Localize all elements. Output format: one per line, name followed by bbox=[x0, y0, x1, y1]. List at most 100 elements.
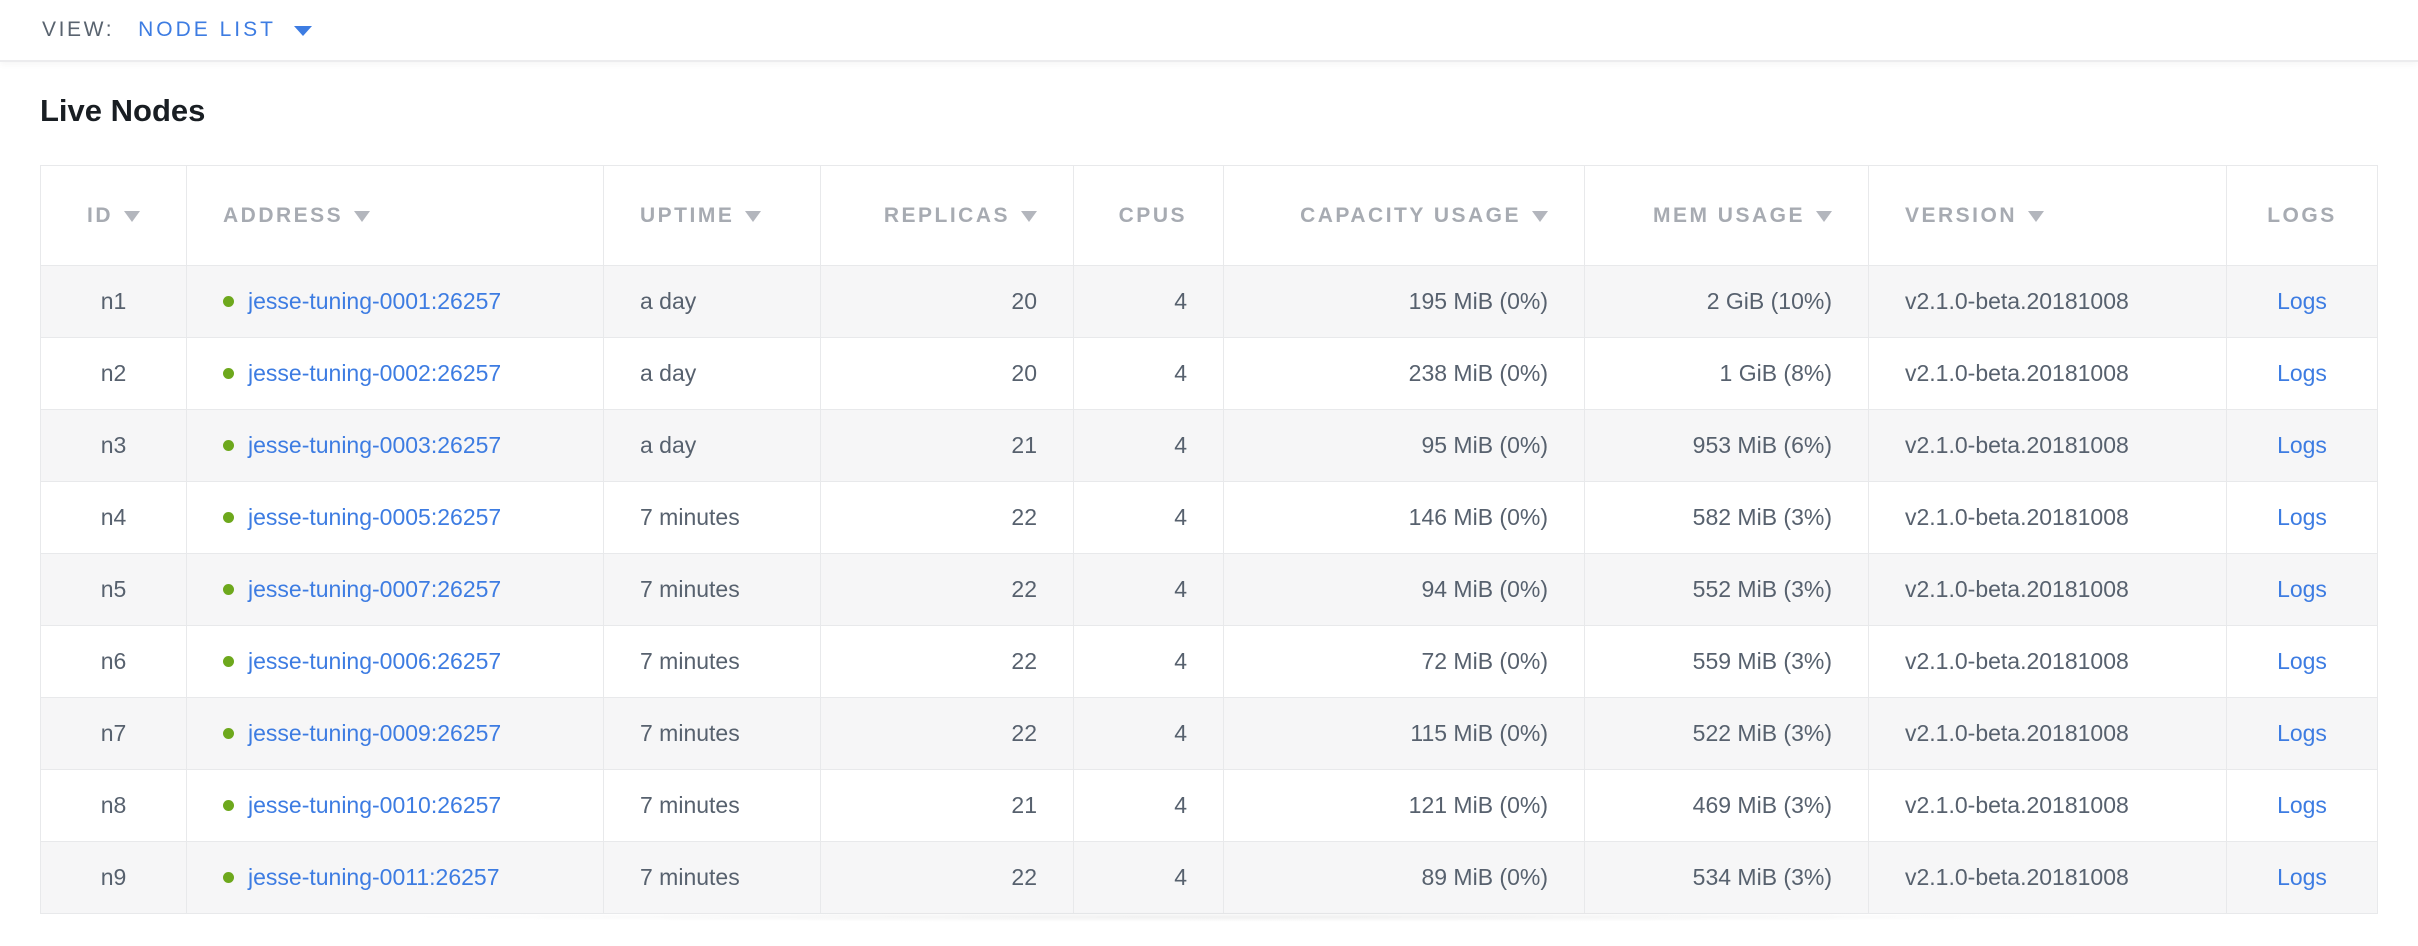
view-label: VIEW: bbox=[42, 18, 115, 41]
column-header-replicas[interactable]: REPLICAS bbox=[820, 165, 1074, 266]
version-cell: v2.1.0-beta.20181008 bbox=[1868, 841, 2227, 914]
logs-link[interactable]: Logs bbox=[2277, 504, 2327, 530]
uptime-cell: 7 minutes bbox=[603, 697, 821, 770]
logs-cell: Logs bbox=[2226, 409, 2378, 482]
node-live-status-icon bbox=[223, 800, 234, 811]
sort-arrow-icon bbox=[1532, 210, 1548, 222]
sort-arrow-icon bbox=[2028, 210, 2045, 222]
node-address-link[interactable]: jesse-tuning-0010:26257 bbox=[248, 792, 502, 818]
page-title: Live Nodes bbox=[40, 93, 206, 128]
capacity-usage-cell: 115 MiB (0%) bbox=[1223, 697, 1585, 770]
node-id-cell: n6 bbox=[40, 625, 187, 698]
version-cell: v2.1.0-beta.20181008 bbox=[1868, 553, 2227, 626]
column-header-mem-usage[interactable]: MEM USAGE bbox=[1584, 165, 1869, 266]
table-row: n4 jesse-tuning-0005:26257 7 minutes 22 … bbox=[40, 481, 2378, 554]
node-live-status-icon bbox=[223, 512, 234, 523]
mem-usage-cell: 1 GiB (8%) bbox=[1584, 337, 1869, 410]
node-address-cell: jesse-tuning-0006:26257 bbox=[186, 625, 604, 698]
cpus-cell: 4 bbox=[1073, 625, 1224, 698]
mem-usage-cell: 522 MiB (3%) bbox=[1584, 697, 1869, 770]
node-id-cell: n2 bbox=[40, 337, 187, 410]
main-content: Live Nodes ID ADDRESS UPTIME REPLICAS CP… bbox=[0, 92, 2418, 922]
replicas-cell: 22 bbox=[820, 625, 1074, 698]
table-row: n1 jesse-tuning-0001:26257 a day 20 4 19… bbox=[40, 265, 2378, 338]
column-header-cpus: CPUS bbox=[1073, 165, 1224, 266]
version-cell: v2.1.0-beta.20181008 bbox=[1868, 481, 2227, 554]
node-address-cell: jesse-tuning-0002:26257 bbox=[186, 337, 604, 410]
node-address-link[interactable]: jesse-tuning-0001:26257 bbox=[248, 288, 502, 314]
logs-link[interactable]: Logs bbox=[2277, 576, 2327, 602]
column-header-address[interactable]: ADDRESS bbox=[186, 165, 604, 266]
node-id-cell: n9 bbox=[40, 841, 187, 914]
uptime-cell: a day bbox=[603, 409, 821, 482]
replicas-cell: 22 bbox=[820, 553, 1074, 626]
table-row: n3 jesse-tuning-0003:26257 a day 21 4 95… bbox=[40, 409, 2378, 482]
mem-usage-cell: 469 MiB (3%) bbox=[1584, 769, 1869, 842]
logs-cell: Logs bbox=[2226, 337, 2378, 410]
uptime-cell: 7 minutes bbox=[603, 553, 821, 626]
uptime-cell: a day bbox=[603, 265, 821, 338]
column-header-logs: LOGS bbox=[2226, 165, 2378, 266]
view-dropdown[interactable]: NODE LIST bbox=[138, 18, 312, 42]
mem-usage-cell: 582 MiB (3%) bbox=[1584, 481, 1869, 554]
node-address-link[interactable]: jesse-tuning-0011:26257 bbox=[248, 864, 500, 890]
cpus-cell: 4 bbox=[1073, 409, 1224, 482]
table-row: n8 jesse-tuning-0010:26257 7 minutes 21 … bbox=[40, 769, 2378, 842]
logs-cell: Logs bbox=[2226, 841, 2378, 914]
table-row: n6 jesse-tuning-0006:26257 7 minutes 22 … bbox=[40, 625, 2378, 698]
column-header-capacity-usage[interactable]: CAPACITY USAGE bbox=[1223, 165, 1585, 266]
node-live-status-icon bbox=[223, 368, 234, 379]
version-cell: v2.1.0-beta.20181008 bbox=[1868, 697, 2227, 770]
logs-link[interactable]: Logs bbox=[2277, 432, 2327, 458]
node-address-cell: jesse-tuning-0007:26257 bbox=[186, 553, 604, 626]
mem-usage-cell: 2 GiB (10%) bbox=[1584, 265, 1869, 338]
table-row: n9 jesse-tuning-0011:26257 7 minutes 22 … bbox=[40, 841, 2378, 914]
logs-link[interactable]: Logs bbox=[2277, 360, 2327, 386]
uptime-cell: 7 minutes bbox=[603, 841, 821, 914]
logs-cell: Logs bbox=[2226, 769, 2378, 842]
sort-arrow-icon bbox=[124, 210, 140, 222]
cpus-cell: 4 bbox=[1073, 481, 1224, 554]
logs-link[interactable]: Logs bbox=[2277, 648, 2327, 674]
logs-cell: Logs bbox=[2226, 265, 2378, 338]
cpus-cell: 4 bbox=[1073, 265, 1224, 338]
column-header-id[interactable]: ID bbox=[40, 165, 187, 266]
cpus-cell: 4 bbox=[1073, 697, 1224, 770]
replicas-cell: 21 bbox=[820, 769, 1074, 842]
logs-cell: Logs bbox=[2226, 481, 2378, 554]
capacity-usage-cell: 121 MiB (0%) bbox=[1223, 769, 1585, 842]
sort-arrow-icon bbox=[354, 210, 371, 222]
node-address-link[interactable]: jesse-tuning-0009:26257 bbox=[248, 720, 502, 746]
node-live-status-icon bbox=[223, 872, 234, 883]
cpus-cell: 4 bbox=[1073, 553, 1224, 626]
logs-link[interactable]: Logs bbox=[2277, 864, 2327, 890]
column-header-version[interactable]: VERSION bbox=[1868, 165, 2227, 266]
sort-arrow-icon bbox=[745, 210, 762, 222]
logs-link[interactable]: Logs bbox=[2277, 720, 2327, 746]
capacity-usage-cell: 195 MiB (0%) bbox=[1223, 265, 1585, 338]
uptime-cell: 7 minutes bbox=[603, 769, 821, 842]
node-address-link[interactable]: jesse-tuning-0007:26257 bbox=[248, 576, 502, 602]
node-id-cell: n4 bbox=[40, 481, 187, 554]
table-row: n7 jesse-tuning-0009:26257 7 minutes 22 … bbox=[40, 697, 2378, 770]
logs-link[interactable]: Logs bbox=[2277, 792, 2327, 818]
table-row: n2 jesse-tuning-0002:26257 a day 20 4 23… bbox=[40, 337, 2378, 410]
node-address-link[interactable]: jesse-tuning-0005:26257 bbox=[248, 504, 502, 530]
mem-usage-cell: 534 MiB (3%) bbox=[1584, 841, 1869, 914]
capacity-usage-cell: 72 MiB (0%) bbox=[1223, 625, 1585, 698]
node-live-status-icon bbox=[223, 440, 234, 451]
chevron-down-icon bbox=[293, 26, 312, 36]
uptime-cell: 7 minutes bbox=[603, 481, 821, 554]
version-cell: v2.1.0-beta.20181008 bbox=[1868, 625, 2227, 698]
logs-cell: Logs bbox=[2226, 625, 2378, 698]
logs-link[interactable]: Logs bbox=[2277, 288, 2327, 314]
node-address-link[interactable]: jesse-tuning-0002:26257 bbox=[248, 360, 502, 386]
node-address-cell: jesse-tuning-0003:26257 bbox=[186, 409, 604, 482]
node-address-cell: jesse-tuning-0005:26257 bbox=[186, 481, 604, 554]
node-live-status-icon bbox=[223, 728, 234, 739]
node-address-link[interactable]: jesse-tuning-0003:26257 bbox=[248, 432, 502, 458]
node-address-link[interactable]: jesse-tuning-0006:26257 bbox=[248, 648, 502, 674]
node-id-cell: n5 bbox=[40, 553, 187, 626]
cpus-cell: 4 bbox=[1073, 769, 1224, 842]
column-header-uptime[interactable]: UPTIME bbox=[603, 165, 821, 266]
